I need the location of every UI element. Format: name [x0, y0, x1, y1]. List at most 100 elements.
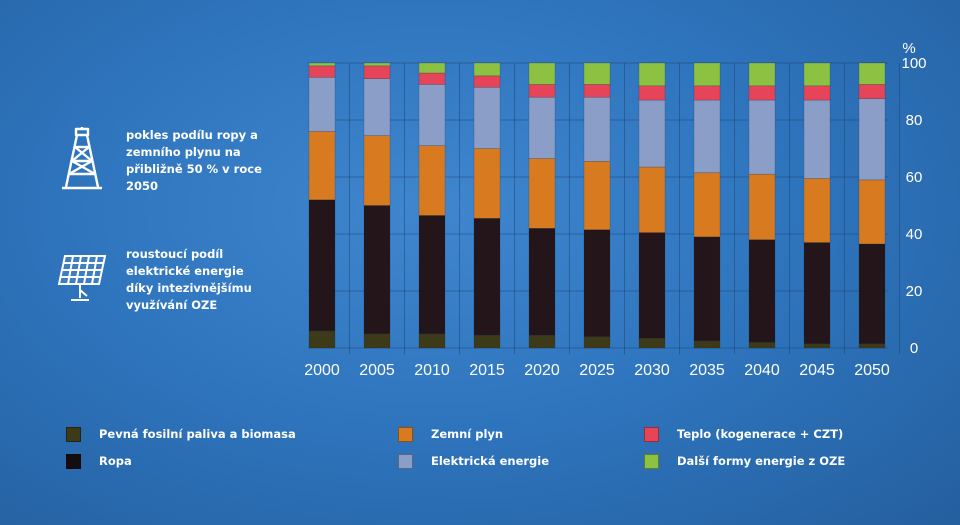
bar-segment [583, 336, 611, 349]
legend-swatch [398, 453, 413, 469]
legend-swatch [66, 426, 81, 442]
bar-segment [638, 85, 666, 101]
bar-segment [803, 178, 831, 243]
bars [308, 62, 886, 349]
bar-segment [693, 340, 721, 349]
bar-segment [363, 135, 391, 206]
legend-item-solid-fuels: Pevná fosilní paliva a biomasa [66, 425, 296, 443]
bar-segment [858, 243, 886, 345]
bar-segment [418, 215, 446, 335]
solar-panel-icon [57, 255, 107, 301]
bar-segment [363, 62, 391, 67]
note-electricity: roustoucí podíl elektrické energie díky … [126, 247, 252, 312]
bar-segment [638, 99, 666, 168]
y-unit-label: % [902, 40, 915, 57]
x-tick-label: 2050 [854, 362, 890, 379]
bar-segment [308, 76, 336, 132]
bar-segment [528, 62, 556, 85]
bar-segment [363, 205, 391, 335]
bar-segment [528, 334, 556, 349]
x-tick-label: 2030 [634, 362, 670, 379]
bar-segment [803, 99, 831, 179]
bar-segment [858, 179, 886, 245]
bar-segment [473, 148, 501, 219]
legend-swatch [644, 426, 659, 442]
x-tick-label: 2005 [359, 362, 395, 379]
bar-segment [308, 131, 336, 201]
legend-item-natural-gas: Zemní plyn [398, 425, 503, 443]
bar-segment [693, 236, 721, 342]
legend-item-heat: Teplo (kogenerace + CZT) [644, 425, 843, 443]
x-tick-label: 2045 [799, 362, 835, 379]
bar-segment [418, 145, 446, 216]
bar-segment [473, 218, 501, 336]
bar-segment [418, 62, 446, 74]
bar-segment [528, 96, 556, 159]
bar-segment [748, 62, 776, 87]
bar-segment [638, 62, 666, 87]
bar-segment [803, 85, 831, 101]
legend-label: Teplo (kogenerace + CZT) [677, 427, 844, 441]
bar-segment [418, 72, 446, 85]
legend-label: Pevná fosilní paliva a biomasa [99, 427, 296, 441]
bar-segment [363, 65, 391, 79]
legend-label: Ropa [99, 454, 132, 468]
x-tick-label: 2015 [469, 362, 505, 379]
x-tick-label: 2040 [744, 362, 780, 379]
bar-segment [803, 242, 831, 345]
x-tick-label: 2000 [304, 362, 340, 379]
y-tick-label: 20 [906, 283, 923, 300]
bar-segment [693, 85, 721, 101]
bar-segment [748, 341, 776, 349]
bar-segment [858, 84, 886, 99]
bar-segment [363, 333, 391, 349]
bar-segment [583, 161, 611, 231]
y-tick-label: 100 [901, 55, 926, 72]
bar-segment [473, 86, 501, 149]
bar-segment [583, 96, 611, 162]
y-tick-label: 0 [910, 340, 918, 357]
bar-segment [473, 334, 501, 349]
y-tick-label: 60 [906, 169, 923, 186]
bar-segment [418, 333, 446, 349]
bar-segment [528, 84, 556, 98]
bar-segment [748, 239, 776, 343]
x-tick-label: 2010 [414, 362, 450, 379]
bar-segment [528, 158, 556, 229]
bar-segment [803, 343, 831, 349]
bar-segment [583, 62, 611, 85]
legend-label: Zemní plyn [431, 427, 504, 441]
bar-segment [803, 62, 831, 87]
bar-segment [748, 85, 776, 101]
bar-segment [858, 98, 886, 181]
x-tick-label: 2025 [579, 362, 615, 379]
bar-segment [638, 166, 666, 233]
bar-segment [693, 172, 721, 238]
bar-segment [363, 78, 391, 136]
bar-segment [308, 199, 336, 332]
bar-segment [418, 84, 446, 146]
axes: 2000 2005 2010 2015 2020 2025 2030 2035 2040 2045… [304, 40, 926, 379]
bar-segment [638, 232, 666, 339]
bar-segment [583, 84, 611, 98]
bar-segment [308, 62, 336, 67]
note-oil-gas: pokles podílu ropy a zemního plynu na př… [126, 128, 262, 193]
legend-item-renewables: Další formy energie z OZE [644, 452, 845, 470]
bar-segment [748, 173, 776, 240]
bar-segment [693, 62, 721, 87]
legend-swatch [644, 453, 659, 469]
x-tick-label: 2020 [524, 362, 560, 379]
legend-label: Další formy energie z OZE [677, 454, 846, 468]
legend-swatch [66, 453, 81, 469]
bar-segment [748, 99, 776, 175]
bar-segment [583, 229, 611, 337]
bar-segment [308, 65, 336, 78]
bar-segment [473, 62, 501, 77]
legend-swatch [398, 426, 413, 442]
y-tick-label: 80 [906, 112, 923, 129]
oil-derrick-icon [62, 127, 102, 190]
x-tick-label: 2035 [689, 362, 725, 379]
y-tick-label: 40 [906, 226, 923, 243]
legend-item-oil: Ropa [66, 452, 132, 470]
